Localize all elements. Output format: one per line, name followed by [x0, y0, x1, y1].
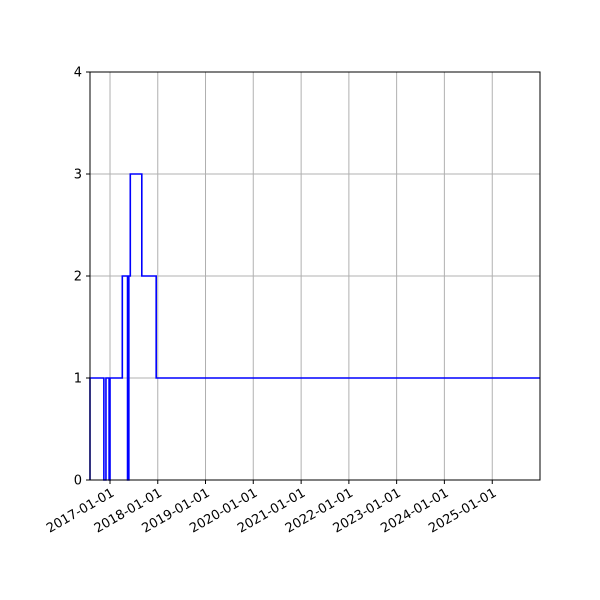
grid: [90, 71, 540, 481]
y-tick-label: 1: [74, 372, 82, 387]
y-tick-label: 2: [74, 270, 82, 285]
y-tick-label: 3: [74, 168, 82, 183]
y-tick-label: 0: [74, 474, 82, 489]
y-axis: 0 1 2 3 4: [74, 66, 90, 489]
y-tick-label: 4: [74, 66, 82, 81]
